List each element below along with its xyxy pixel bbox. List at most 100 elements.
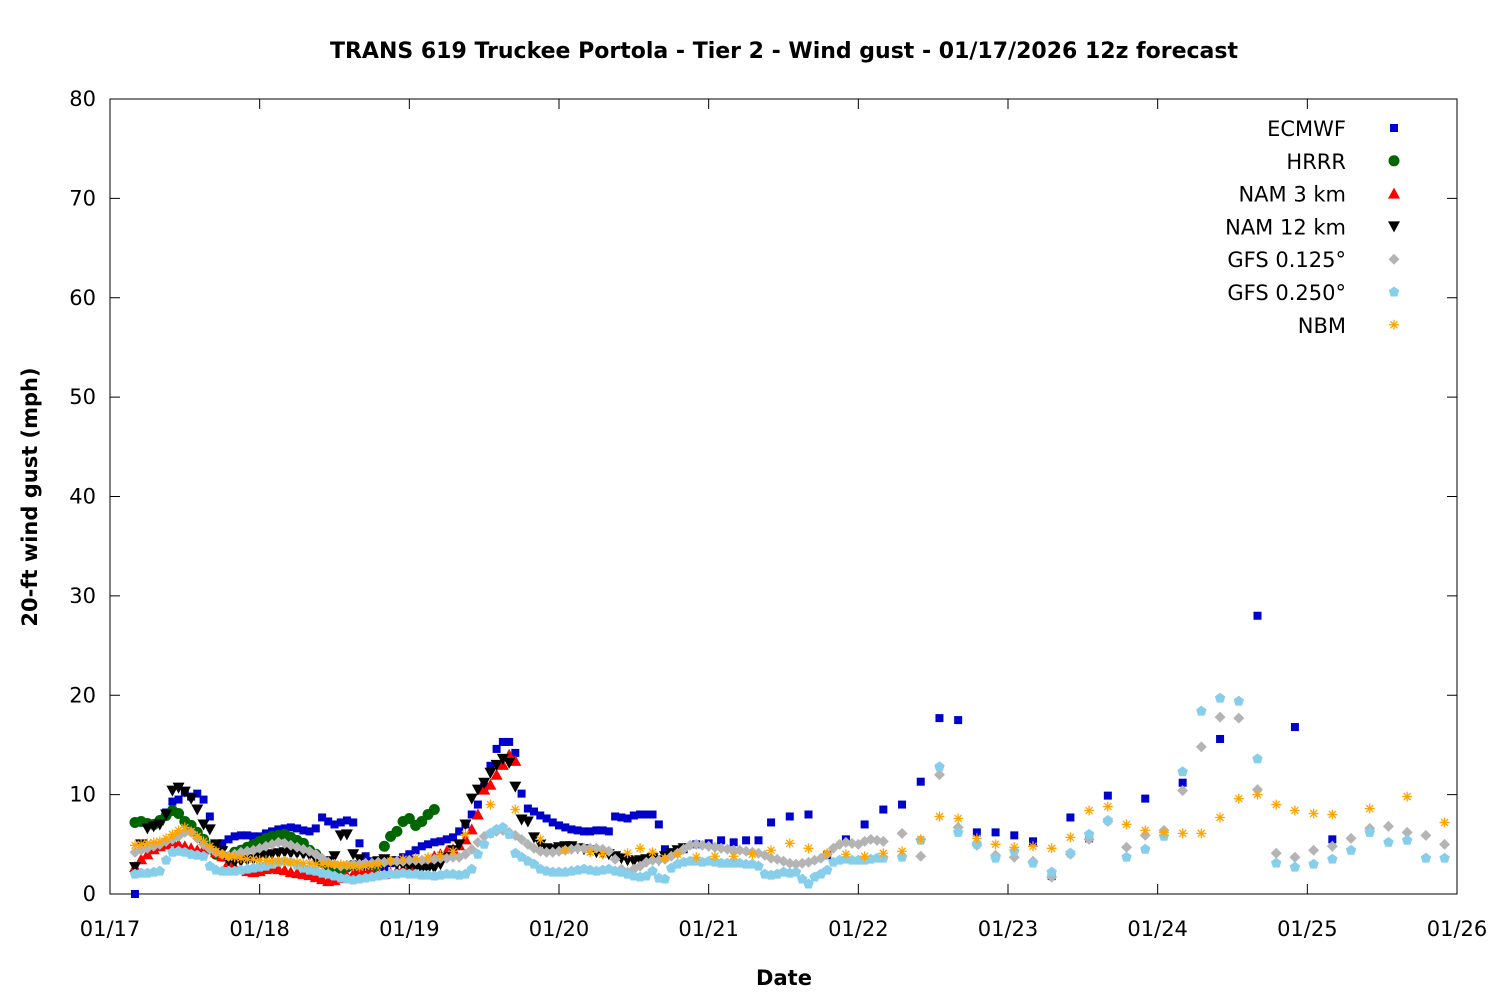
data-point: [1195, 741, 1207, 753]
data-point: [286, 823, 295, 832]
data-point: [471, 784, 484, 796]
data-point: [916, 777, 925, 786]
x-tick-label: 01/25: [1277, 917, 1338, 941]
data-point: [623, 814, 632, 823]
data-point: [617, 813, 626, 822]
data-point: [517, 789, 526, 798]
data-point: [354, 862, 365, 873]
data-point: [785, 812, 794, 821]
data-point: [318, 813, 327, 822]
data-point: [161, 833, 172, 844]
data-point: [660, 845, 669, 854]
data-point: [496, 753, 509, 765]
data-point: [510, 804, 521, 815]
data-point: [1289, 851, 1301, 863]
data-point: [173, 825, 184, 836]
data-point: [285, 857, 296, 868]
data-point: [361, 852, 370, 861]
data-point: [953, 813, 964, 824]
data-point: [247, 844, 259, 856]
data-point: [434, 859, 447, 871]
data-point: [728, 851, 739, 862]
data-point: [153, 819, 166, 831]
data-point: [428, 804, 440, 816]
data-point: [324, 817, 333, 826]
y-tick-label: 60: [69, 286, 96, 310]
legend-marker: [1389, 319, 1399, 330]
data-point: [579, 827, 588, 836]
data-point: [659, 873, 671, 884]
data-point: [1009, 842, 1020, 853]
data-point: [766, 845, 777, 856]
data-point: [1177, 766, 1188, 777]
plot-area: [128, 611, 1451, 898]
data-point: [186, 826, 197, 837]
data-point: [498, 737, 507, 746]
data-point: [561, 823, 570, 832]
data-point: [205, 812, 214, 821]
data-point: [1102, 814, 1114, 825]
data-point: [341, 860, 352, 871]
data-point: [449, 833, 458, 842]
y-tick-label: 30: [69, 584, 96, 608]
data-point: [342, 816, 351, 825]
data-point: [860, 820, 869, 829]
data-point: [435, 850, 446, 861]
data-point: [423, 852, 434, 863]
data-point: [460, 829, 471, 840]
data-point: [542, 814, 551, 823]
data-point: [217, 849, 228, 860]
data-point: [536, 811, 545, 820]
data-point: [530, 807, 539, 816]
data-point: [1345, 832, 1357, 844]
data-point: [490, 768, 503, 780]
data-point: [172, 782, 185, 794]
data-point: [1065, 847, 1076, 858]
y-tick-label: 80: [69, 87, 96, 111]
data-point: [455, 827, 464, 836]
data-point: [528, 858, 540, 869]
data-point: [1121, 851, 1132, 862]
data-point: [859, 851, 870, 862]
data-point: [1327, 809, 1338, 820]
data-point: [598, 826, 607, 835]
data-point: [336, 818, 345, 827]
data-point: [555, 821, 563, 830]
data-point: [709, 851, 720, 862]
data-point: [1214, 711, 1226, 723]
data-point: [497, 821, 509, 832]
data-point: [896, 827, 908, 839]
data-point: [242, 854, 253, 865]
data-point: [934, 811, 945, 822]
data-point: [210, 846, 221, 857]
data-point: [185, 793, 198, 805]
data-point: [1402, 791, 1413, 802]
data-point: [191, 804, 204, 816]
data-point: [218, 839, 227, 848]
data-point: [317, 859, 328, 870]
data-point: [879, 805, 888, 814]
data-point: [279, 856, 290, 867]
data-point: [197, 819, 210, 831]
data-point: [204, 841, 215, 852]
data-point: [541, 846, 553, 858]
y-tick-label: 0: [83, 882, 96, 906]
data-point: [972, 828, 981, 837]
data-point: [298, 858, 309, 869]
data-point: [1177, 828, 1188, 839]
data-point: [154, 865, 166, 876]
data-point: [784, 838, 795, 849]
legend-marker: [1388, 286, 1400, 297]
data-point: [935, 714, 944, 723]
data-point: [523, 804, 532, 813]
legend-label: NAM 3 km: [1238, 183, 1346, 207]
data-point: [729, 838, 738, 847]
data-point: [405, 850, 414, 859]
data-point: [717, 836, 726, 845]
data-point: [311, 824, 320, 833]
data-point: [349, 818, 358, 827]
data-point: [509, 754, 522, 766]
data-point: [430, 838, 439, 847]
data-point: [503, 828, 515, 839]
data-point: [179, 822, 190, 833]
